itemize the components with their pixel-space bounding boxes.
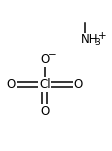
Text: +: + xyxy=(98,31,107,41)
Text: O: O xyxy=(40,105,49,118)
Text: −: − xyxy=(48,50,57,60)
Text: O: O xyxy=(74,78,83,91)
Text: O: O xyxy=(7,78,16,91)
Text: 3: 3 xyxy=(94,38,100,47)
Text: Cl: Cl xyxy=(39,78,51,91)
Text: O: O xyxy=(40,53,49,66)
Text: NH: NH xyxy=(81,33,98,46)
